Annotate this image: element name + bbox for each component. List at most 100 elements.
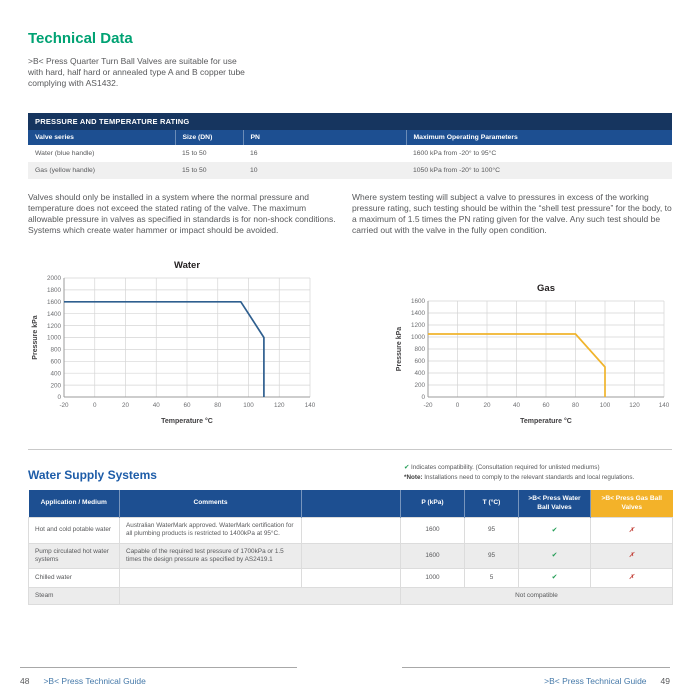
table-row: Gas (yellow handle) 15 to 50 10 1050 kPa fr… xyxy=(28,161,672,179)
page-number-right: 49 xyxy=(660,676,670,686)
svg-text:20: 20 xyxy=(122,402,130,409)
svg-text:Temperature °C: Temperature °C xyxy=(520,417,572,425)
footer-guide-right: >B< Press Technical Guide xyxy=(544,676,647,686)
svg-text:0: 0 xyxy=(57,394,61,401)
note-label: *Note: xyxy=(404,473,423,481)
application-cell: Steam xyxy=(28,586,120,606)
comments-cell: Capable of the required test pressure of… xyxy=(119,542,302,570)
table-cell: 16 xyxy=(250,149,258,157)
svg-text:200: 200 xyxy=(50,382,61,389)
column-header: PN xyxy=(243,129,407,145)
compatibility-cell: ✔ xyxy=(518,568,591,588)
column-header: Size (DN) xyxy=(175,129,244,145)
footer-left: 48 >B< Press Technical Guide xyxy=(20,667,297,686)
cross-icon: ✗ xyxy=(628,552,635,560)
svg-text:80: 80 xyxy=(214,402,222,409)
compatibility-cell: ✗ xyxy=(590,517,673,544)
table-cell xyxy=(119,586,401,606)
svg-text:140: 140 xyxy=(305,402,316,409)
svg-text:60: 60 xyxy=(183,402,191,409)
check-icon: ✔ xyxy=(551,552,558,560)
svg-text:80: 80 xyxy=(572,402,580,409)
table-cell: 15 to 50 xyxy=(182,149,207,157)
svg-text:800: 800 xyxy=(50,347,61,354)
column-header xyxy=(301,490,401,518)
table-row: Hot and cold potable water Australian Wat… xyxy=(28,517,673,544)
footer-rule-right xyxy=(402,667,670,668)
svg-text:140: 140 xyxy=(659,402,670,409)
comments-cell: Australian WaterMark approved. WaterMark… xyxy=(119,517,302,544)
table-cell xyxy=(301,568,401,588)
charts-row: -20 0 20 40 60 80 100 120 140 0 200 400 600 800 1000 12… xyxy=(28,257,672,429)
compatibility-cell: ✔ xyxy=(518,542,591,570)
table-cell xyxy=(301,517,401,544)
svg-text:120: 120 xyxy=(274,402,285,409)
svg-text:1600: 1600 xyxy=(47,299,62,306)
compatibility-notes: ✔ Indicates compatibility. (Consultation… xyxy=(404,463,672,482)
compatibility-cell: ✔ xyxy=(518,517,591,544)
table-cell: 1600 kPa from -20° to 95°C xyxy=(413,149,497,157)
table-row: Pump circulated hot water systems Capable… xyxy=(28,542,673,570)
note-compatibility: ✔ Indicates compatibility. (Consultation… xyxy=(404,463,672,472)
svg-text:600: 600 xyxy=(50,359,61,366)
note-compat-text: Indicates compatibility. (Consultation r… xyxy=(411,464,600,472)
svg-text:1400: 1400 xyxy=(47,311,62,318)
svg-text:0: 0 xyxy=(93,402,97,409)
column-header: >B< Press Water Ball Valves xyxy=(518,490,591,518)
svg-text:200: 200 xyxy=(414,382,425,389)
compatibility-cell: ✗ xyxy=(590,568,673,588)
svg-text:120: 120 xyxy=(629,402,640,409)
svg-text:Gas: Gas xyxy=(537,283,555,294)
application-cell: Chilled water xyxy=(28,568,120,588)
column-header: Application / Medium xyxy=(28,490,120,518)
svg-text:-20: -20 xyxy=(423,402,433,409)
svg-text:0: 0 xyxy=(421,394,425,401)
check-icon: ✔ xyxy=(551,574,558,582)
pressure-rating-table: PRESSURE AND TEMPERATURE RATING Valve se… xyxy=(28,112,672,179)
paragraph-left: Valves should only be installed in a sys… xyxy=(28,191,336,236)
page-footer: 48 >B< Press Technical Guide >B< Press Te… xyxy=(20,667,670,686)
footer-guide-left: >B< Press Technical Guide xyxy=(43,676,146,686)
svg-text:800: 800 xyxy=(414,346,425,353)
column-header: Maximum Operating Parameters xyxy=(406,129,672,145)
svg-text:1200: 1200 xyxy=(411,322,426,329)
column-header: P (kPa) xyxy=(400,490,465,518)
pressure-cell: 1600 xyxy=(400,542,465,570)
table-cell: Water (blue handle) xyxy=(35,149,95,157)
pressure-table-title: PRESSURE AND TEMPERATURE RATING xyxy=(28,112,672,130)
cross-icon: ✗ xyxy=(628,574,635,582)
pressure-cell: 1600 xyxy=(400,517,465,544)
note-regulations: *Note: Installations need to comply to t… xyxy=(404,473,672,482)
svg-text:1000: 1000 xyxy=(411,334,426,341)
compatibility-cell: ✗ xyxy=(590,542,673,570)
svg-text:1000: 1000 xyxy=(47,335,62,342)
temperature-cell: 5 xyxy=(464,568,519,588)
table-cell xyxy=(301,542,401,570)
temperature-cell: 95 xyxy=(464,542,519,570)
footer-rule-left xyxy=(20,667,297,668)
svg-text:40: 40 xyxy=(513,402,521,409)
table-row: Steam Not compatible xyxy=(28,586,673,606)
table-cell: 15 to 50 xyxy=(175,161,243,179)
intro-text: >B< Press Quarter Turn Ball Valves are s… xyxy=(28,56,245,89)
footer-right: >B< Press Technical Guide 49 xyxy=(402,667,670,686)
body-paragraphs: Valves should only be installed in a sys… xyxy=(28,192,672,237)
water-supply-table: Application / Medium Comments P (kPa) T (°C… xyxy=(28,490,673,606)
table-cell: 10 xyxy=(243,161,406,179)
page-title: Technical Data xyxy=(28,30,133,47)
table-row: Chilled water 1000 5 ✔ ✗ xyxy=(28,568,673,588)
svg-text:600: 600 xyxy=(414,358,425,365)
cross-icon: ✗ xyxy=(628,526,635,534)
water-supply-header: Water Supply Systems ✔ Indicates compati… xyxy=(28,463,672,482)
table-cell: 1050 kPa from -20° to 100°C xyxy=(406,161,672,179)
svg-text:60: 60 xyxy=(542,402,550,409)
svg-text:Pressure kPa: Pressure kPa xyxy=(32,315,39,359)
svg-text:1800: 1800 xyxy=(47,287,62,294)
column-header: >B< Press Gas Ball Valves xyxy=(590,490,673,518)
svg-text:400: 400 xyxy=(50,371,61,378)
svg-text:100: 100 xyxy=(243,402,254,409)
svg-text:Temperature °C: Temperature °C xyxy=(161,417,213,425)
merged-cell: Not compatible xyxy=(400,586,673,606)
section-divider xyxy=(28,449,672,451)
